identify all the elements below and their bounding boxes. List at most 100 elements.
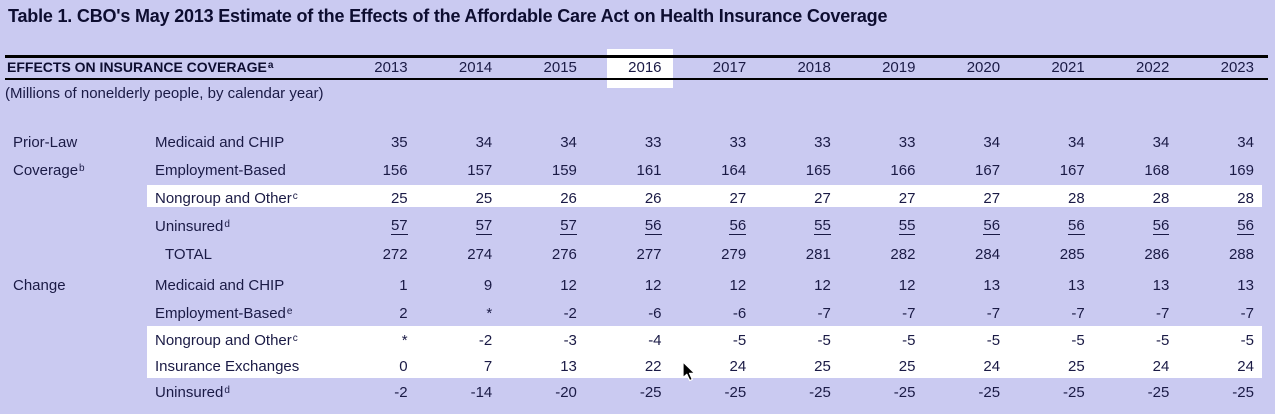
table-top-rule	[5, 55, 1268, 58]
row-label: Uninsured d	[155, 217, 230, 235]
underlined-value: 56	[1068, 217, 1085, 235]
cell-value-2019: 166	[890, 161, 916, 179]
group-label	[5, 299, 147, 327]
cell-value-2021: 13	[1068, 276, 1085, 294]
cell-value-2021: 56	[1009, 212, 1094, 240]
cell-value-2017: 279	[721, 245, 747, 263]
column-header-year-2017: 2017	[712, 58, 747, 76]
row-label: Employment-Based	[147, 156, 332, 184]
cell-value-2019: -7	[902, 304, 916, 322]
cell-value-2017: 56	[671, 212, 756, 240]
cell-value-2016: 161	[636, 161, 662, 179]
row-label: Medicaid and CHIP	[147, 271, 332, 299]
underlined-value: 55	[898, 217, 916, 235]
cell-value-2020: 284	[975, 245, 1001, 263]
cell-value-2022: 56	[1094, 212, 1179, 240]
cell-value-2023: 288	[1228, 245, 1254, 263]
label-text: Uninsured	[155, 217, 224, 235]
cell-value-2015: 12	[560, 276, 577, 294]
label-text: Medicaid and CHIP	[155, 133, 285, 151]
cell-value-2013: -2	[394, 383, 408, 401]
cell-value-2019: -5	[902, 331, 916, 349]
table-header-label: EFFECTS ON INSURANCE COVERAGE a	[7, 59, 274, 75]
column-header-year-2023: 2023	[1220, 58, 1254, 76]
underlined-value: 56	[1237, 217, 1254, 235]
cell-value-2016: 26	[644, 189, 662, 207]
cell-value-2019: 27	[898, 189, 916, 207]
cell-value-2014: 157	[467, 161, 493, 179]
row-label: Uninsured d	[155, 383, 230, 401]
table-units-note: (Millions of nonelderly people, by calen…	[5, 85, 324, 102]
table-header-label-text: EFFECTS ON INSURANCE COVERAGE	[7, 59, 267, 75]
cell-value-2016: 22	[644, 357, 662, 375]
cell-value-2023: 34	[1237, 133, 1254, 151]
cell-value-2013: 2	[399, 304, 408, 322]
cell-value-2023: 56	[1178, 212, 1263, 240]
group-label	[5, 184, 147, 212]
cell-value-2016: 33	[644, 133, 662, 151]
cell-value-2014: 34	[475, 133, 493, 151]
cell-value-2014: 57	[417, 212, 502, 240]
cell-value-2023: 24	[1237, 357, 1254, 375]
group-label	[5, 379, 147, 405]
cell-value-2020: -5	[986, 331, 1001, 349]
row-label: TOTAL	[147, 240, 332, 268]
cell-value-2018: 12	[814, 276, 831, 294]
cell-value-2014: 7	[483, 357, 493, 375]
column-header-year-2013: 2013	[374, 58, 408, 76]
label-text: Change	[13, 276, 66, 294]
cell-value-2015: -2	[563, 304, 577, 322]
label-text: Employment-Based	[155, 304, 286, 322]
cell-value-2018: 55	[755, 212, 840, 240]
cell-value-2015: -20	[555, 383, 577, 401]
group-label: Change	[5, 271, 147, 299]
cell-value-2022: 13	[1152, 276, 1170, 294]
cell-value-2021: 25	[1068, 357, 1085, 375]
table-header-rule	[5, 78, 1268, 80]
column-header-year-2020: 2020	[966, 58, 1001, 76]
cell-value-2017: 27	[729, 189, 747, 207]
cell-value-2020: 27	[983, 189, 1001, 207]
cell-value-2018: 281	[805, 245, 831, 263]
column-header-row: EFFECTS ON INSURANCE COVERAGE a 2013 2014 2…	[5, 56, 1263, 78]
cell-value-2014: -2	[478, 331, 493, 349]
cell-value-2022: 286	[1144, 245, 1170, 263]
label-text: Nongroup and Other	[155, 189, 292, 207]
cell-value-2022: 24	[1152, 357, 1170, 375]
label-text: Coverage	[13, 161, 79, 179]
cell-value-2014: *	[486, 304, 493, 322]
cell-value-2016: -4	[648, 331, 662, 349]
cell-value-2021: 167	[1059, 161, 1085, 179]
label-text: Prior-Law	[13, 133, 78, 151]
cell-value-2021: 34	[1068, 133, 1085, 151]
cell-value-2015: 159	[551, 161, 577, 179]
group-label	[5, 353, 147, 379]
cell-value-2016: 12	[644, 276, 662, 294]
label-text: Insurance Exchanges	[155, 357, 300, 375]
cell-value-2023: -7	[1240, 304, 1254, 322]
cell-value-2013: 35	[390, 133, 408, 151]
cell-value-2021: 28	[1068, 189, 1085, 207]
underlined-value: 56	[729, 217, 747, 235]
cell-value-2013: 0	[399, 357, 408, 375]
row-label: Employment-Based e	[155, 304, 293, 322]
group-label	[5, 212, 147, 240]
cell-value-2017: -25	[724, 383, 747, 401]
cell-value-2018: 165	[805, 161, 831, 179]
cell-value-2018: 27	[814, 189, 831, 207]
cell-value-2022: -5	[1156, 331, 1170, 349]
column-header-year-2022: 2022	[1135, 58, 1170, 76]
cell-value-2016: 56	[586, 212, 671, 240]
column-header-year-2018: 2018	[797, 58, 831, 76]
cell-value-2023: -25	[1232, 383, 1254, 401]
row-label: Medicaid and CHIP	[147, 128, 332, 156]
change-nongroup-exchanges-highlight-band	[147, 326, 1262, 378]
cell-value-2022: 28	[1152, 189, 1170, 207]
cell-value-2021: -7	[1071, 304, 1085, 322]
cell-value-2017: -6	[732, 304, 747, 322]
cell-value-2017: 12	[729, 276, 747, 294]
cell-value-2017: 33	[729, 133, 747, 151]
cell-value-2023: 13	[1237, 276, 1254, 294]
cell-value-2020: 34	[983, 133, 1001, 151]
